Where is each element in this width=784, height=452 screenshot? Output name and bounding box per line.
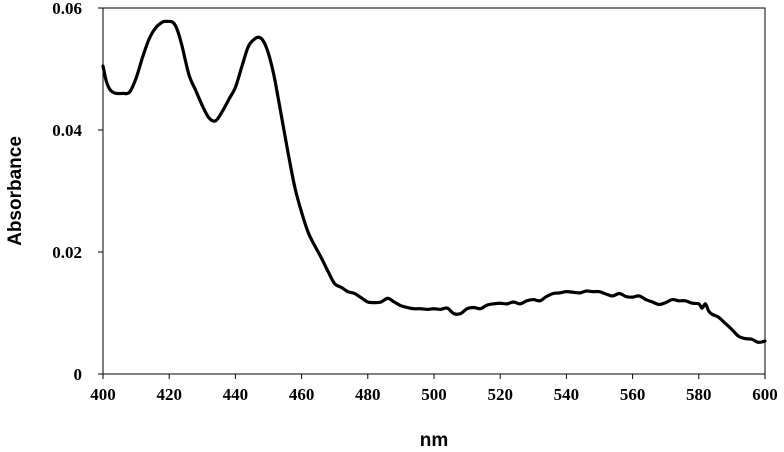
plot-area-frame (102, 7, 766, 375)
x-tick-labels: 400 420 440 460 480 500 520 540 560 580 600 (90, 385, 778, 404)
x-tick-label: 440 (223, 385, 249, 404)
y-tick-label: 0.04 (52, 121, 82, 140)
y-tick-labels: 0 0.02 0.04 0.06 (52, 0, 82, 384)
absorbance-series-line (101, 19, 767, 344)
x-tick-label: 480 (355, 385, 381, 404)
x-tick-label: 560 (620, 385, 646, 404)
x-tick-label: 460 (289, 385, 315, 404)
x-tick-label: 500 (421, 385, 447, 404)
tick-marks (98, 7, 766, 379)
y-axis-title: Absorbance (5, 136, 26, 246)
x-tick-label: 400 (90, 385, 116, 404)
y-tick-label: 0.06 (52, 0, 82, 18)
y-tick-label: 0.02 (52, 243, 82, 262)
x-axis-title: nm (420, 430, 449, 451)
series-layer (101, 19, 767, 344)
x-tick-label: 540 (554, 385, 580, 404)
x-tick-label: 580 (686, 385, 712, 404)
x-tick-label: 520 (487, 385, 513, 404)
y-tick-label: 0 (74, 365, 83, 384)
x-tick-label: 420 (156, 385, 182, 404)
x-tick-label: 600 (752, 385, 778, 404)
